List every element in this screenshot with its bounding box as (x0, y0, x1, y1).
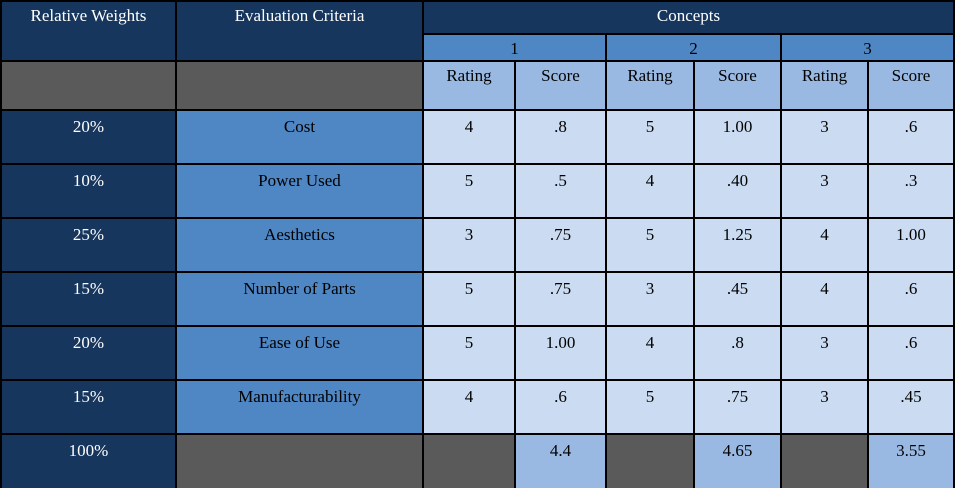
criteria-cell: Number of Parts (175, 271, 424, 328)
rating-cell: 4 (780, 271, 869, 328)
concepts-header: Concepts (422, 0, 955, 35)
table-row-number-of-parts: 15% Number of Parts 5 .75 3 .45 4 .6 (0, 271, 955, 328)
score-cell: .8 (514, 109, 607, 166)
table-row-ease-of-use: 20% Ease of Use 5 1.00 4 .8 3 .6 (0, 325, 955, 382)
concept-1-header: 1 (422, 32, 607, 63)
relative-weights-header: Relative Weights (0, 0, 177, 63)
score-cell: .8 (693, 325, 782, 382)
score-cell: .6 (514, 379, 607, 436)
rating-cell: 5 (422, 163, 516, 220)
table-row-cost: 20% Cost 4 .8 5 1.00 3 .6 (0, 109, 955, 166)
spacer-cell (0, 60, 177, 112)
total-weight-cell: 100% (0, 433, 177, 488)
rating-cell: 5 (605, 379, 695, 436)
concept-1-rating-header: Rating (422, 60, 516, 112)
concept-3-rating-header: Rating (780, 60, 869, 112)
rating-cell: 3 (422, 217, 516, 274)
score-cell: 1.00 (693, 109, 782, 166)
rating-cell: 3 (780, 163, 869, 220)
rating-cell: 4 (422, 379, 516, 436)
concept-2-total-score: 4.65 (693, 433, 782, 488)
rating-cell: 5 (605, 109, 695, 166)
concept-2-score-header: Score (693, 60, 782, 112)
concept-2-rating-header: Rating (605, 60, 695, 112)
score-cell: 1.00 (867, 217, 955, 274)
weight-cell: 15% (0, 379, 177, 436)
criteria-cell: Ease of Use (175, 325, 424, 382)
score-cell: .40 (693, 163, 782, 220)
score-cell: .3 (867, 163, 955, 220)
concept-2-header: 2 (605, 32, 782, 63)
score-cell: .6 (867, 271, 955, 328)
header-row-rating-score: Rating Score Rating Score Rating Score (0, 60, 955, 112)
table-row-aesthetics: 25% Aesthetics 3 .75 5 1.25 4 1.00 (0, 217, 955, 274)
rating-cell: 3 (780, 325, 869, 382)
rating-cell: 3 (780, 109, 869, 166)
rating-cell: 4 (605, 163, 695, 220)
score-cell: .45 (693, 271, 782, 328)
criteria-cell: Power Used (175, 163, 424, 220)
score-cell: .75 (514, 271, 607, 328)
concept-3-total-score: 3.55 (867, 433, 955, 488)
weight-cell: 10% (0, 163, 177, 220)
score-cell: .6 (867, 325, 955, 382)
header-row-top: Relative Weights Evaluation Criteria Con… (0, 0, 955, 63)
score-cell: .75 (514, 217, 607, 274)
spacer-cell (780, 433, 869, 488)
score-cell: 1.00 (514, 325, 607, 382)
concept-1-score-header: Score (514, 60, 607, 112)
score-cell: .5 (514, 163, 607, 220)
table-row-power-used: 10% Power Used 5 .5 4 .40 3 .3 (0, 163, 955, 220)
rating-cell: 4 (780, 217, 869, 274)
rating-cell: 4 (422, 109, 516, 166)
spacer-cell (605, 433, 695, 488)
score-cell: 1.25 (693, 217, 782, 274)
spacer-cell (422, 433, 516, 488)
weight-cell: 20% (0, 109, 177, 166)
rating-cell: 3 (780, 379, 869, 436)
concept-1-total-score: 4.4 (514, 433, 607, 488)
criteria-cell: Manufacturability (175, 379, 424, 436)
weight-cell: 15% (0, 271, 177, 328)
weight-cell: 20% (0, 325, 177, 382)
concept-3-score-header: Score (867, 60, 955, 112)
header-row-concept-numbers: 1 2 3 (1, 32, 955, 63)
score-cell: .6 (867, 109, 955, 166)
concept-3-header: 3 (780, 32, 955, 63)
weight-cell: 25% (0, 217, 177, 274)
rating-cell: 5 (422, 325, 516, 382)
spacer-cell (175, 60, 424, 112)
criteria-cell: Cost (175, 109, 424, 166)
score-cell: .45 (867, 379, 955, 436)
rating-cell: 5 (605, 217, 695, 274)
evaluation-criteria-header: Evaluation Criteria (175, 0, 424, 63)
spacer-cell (175, 433, 424, 488)
table-row-manufacturability: 15% Manufacturability 4 .6 5 .75 3 .45 (0, 379, 955, 436)
rating-cell: 5 (422, 271, 516, 328)
total-row: 100% 4.4 4.65 3.55 (0, 433, 955, 488)
criteria-cell: Aesthetics (175, 217, 424, 274)
score-cell: .75 (693, 379, 782, 436)
rating-cell: 4 (605, 325, 695, 382)
rating-cell: 3 (605, 271, 695, 328)
